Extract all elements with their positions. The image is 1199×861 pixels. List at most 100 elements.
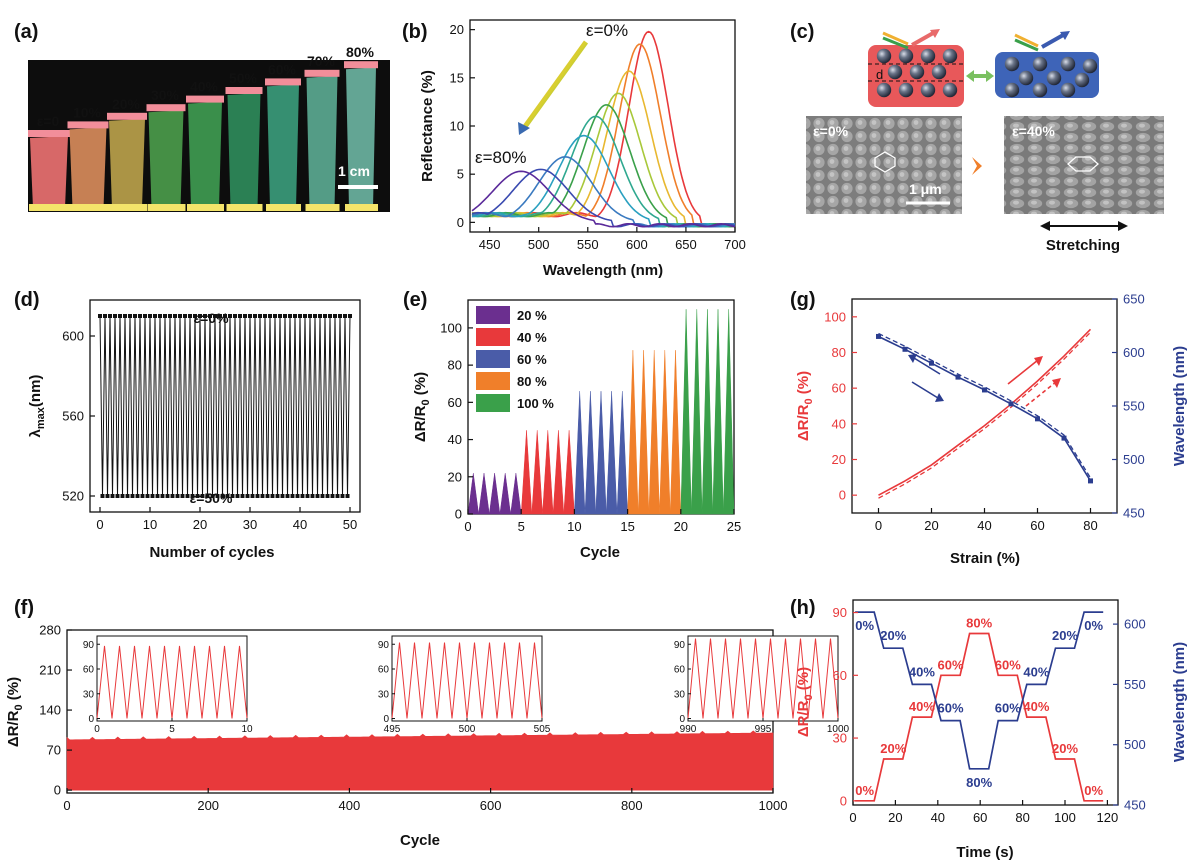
inset-xtick-label: 10 [241,724,253,735]
high-point [293,314,297,318]
b-ylabel: Reflectance (%) [419,70,436,182]
red-step-label: 60% [995,657,1021,672]
f-xtick-label: 600 [480,798,502,813]
inset-ytick-label: 0 [383,714,389,725]
high-point [253,314,257,318]
high-point [228,314,232,318]
high-point [118,314,122,318]
cycle-area-80 [627,350,682,515]
low-point [215,494,220,498]
red-step-label: 0% [855,783,874,798]
high-point [188,314,192,318]
b-xtick-label: 700 [724,237,746,252]
colloid-sphere [1060,82,1076,98]
wl-marker [1061,435,1067,441]
dr-unloading-curve [878,331,1091,499]
strip-clamp-bottom [226,204,263,211]
transition-chevron [972,157,982,175]
legend-label: 40 % [517,330,547,345]
e-ytick-label: 20 [448,469,462,484]
wl-marker [876,333,881,339]
spectrum-curve [471,30,735,228]
strain-label: 10% [73,104,102,120]
inset-xtick-label: 995 [755,724,772,735]
strip-clamp-top [28,130,70,137]
sample-strip [30,136,68,208]
high-point [148,314,152,318]
strain-label: ε=0 [37,113,60,129]
high-point [283,314,287,318]
high-point [348,314,352,318]
sem-image-stretched [1004,116,1164,214]
blue-step-label: 0% [855,618,874,633]
high-point [128,314,132,318]
wl-marker [955,374,961,380]
high-point [173,314,177,318]
high-point [273,314,277,318]
low-point [285,494,290,498]
low-point [290,494,295,498]
low-point [170,494,175,498]
f-xtick-label: 0 [63,798,70,813]
g-right-ytick-label: 600 [1123,345,1145,360]
colloid-sphere [887,64,903,80]
high-point [308,314,312,318]
g-right-ytick-label: 450 [1123,506,1145,521]
f-insets: 0 5 10 0 30 60 90 495 500 505 0 30 60 90 990 995 1000 0 30… [83,635,850,735]
inset-frame [391,635,543,722]
cycle-area-20 [467,473,522,515]
h-xtick-label: 120 [1097,810,1119,825]
d-ytick-label: 560 [62,409,84,424]
high-point [258,314,262,318]
colloid-sphere [909,64,925,80]
high-point [213,314,217,318]
high-point [183,314,187,318]
low-point [315,494,320,498]
blue-step-label: 40% [909,664,935,679]
g-xtick-label: 60 [1030,518,1044,533]
strip-clamp-bottom [266,204,301,211]
b-ytick-label: 20 [450,22,464,37]
inset-xtick-label: 1000 [827,724,850,735]
cycle-area-100 [680,309,735,515]
b-xlabel: Wavelength (nm) [543,262,663,279]
low-point [185,494,190,498]
g-ylabel-right: Wavelength (nm) [1171,346,1188,466]
g-left-ytick-label: 80 [832,345,846,360]
strip-clamp-bottom [345,204,378,211]
high-point [138,314,142,318]
sample-strip [346,67,376,208]
f-xtick-label: 400 [339,798,361,813]
strip-clamp-top [344,61,378,69]
f-xtick-label: 800 [621,798,643,813]
gradient-arrow-head [518,122,530,135]
e-ytick-label: 100 [440,320,462,335]
high-point [223,314,227,318]
g-left-ytick-label: 100 [824,309,846,324]
b-annot-bottom: ε=80% [475,148,527,167]
d-ytick-label: 600 [62,329,84,344]
g-left-ytick-label: 0 [839,488,846,503]
f-xtick-label: 200 [197,798,219,813]
inset-ytick-label: 30 [83,689,95,700]
blue-step-label: 80% [966,775,992,790]
b-ytick-label: 15 [450,70,464,85]
panel-h-label: (h) [790,597,816,619]
g-left-ytick-label: 40 [832,416,846,431]
h-right-ytick-label: 600 [1124,617,1146,632]
f-ylabel: ΔR/R0 (%) [5,677,25,747]
panel-h: (h) 0%0%20%20%40%40% 60%60%80%80%60%60% 40… [790,597,1188,861]
low-point [260,494,265,498]
high-point [303,314,307,318]
low-point [245,494,250,498]
blue-step-label: 60% [938,701,964,716]
high-point [193,314,197,318]
d-xtick-label: 20 [193,517,207,532]
sample-strip [227,93,261,208]
low-point [255,494,260,498]
h-xtick-label: 80 [1015,810,1029,825]
colloid-sphere [1004,82,1020,98]
d-xlabel: Number of cycles [149,544,274,561]
high-point [343,314,347,318]
colloid-sphere [1074,72,1090,88]
